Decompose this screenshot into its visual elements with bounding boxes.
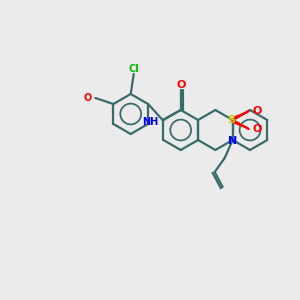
Text: O: O <box>83 93 92 103</box>
Text: NH: NH <box>142 117 159 127</box>
Text: Cl: Cl <box>128 64 139 74</box>
Text: S: S <box>228 115 236 125</box>
Text: N: N <box>228 136 237 146</box>
Text: O: O <box>253 124 262 134</box>
Text: O: O <box>176 80 185 90</box>
Text: O: O <box>253 106 262 116</box>
